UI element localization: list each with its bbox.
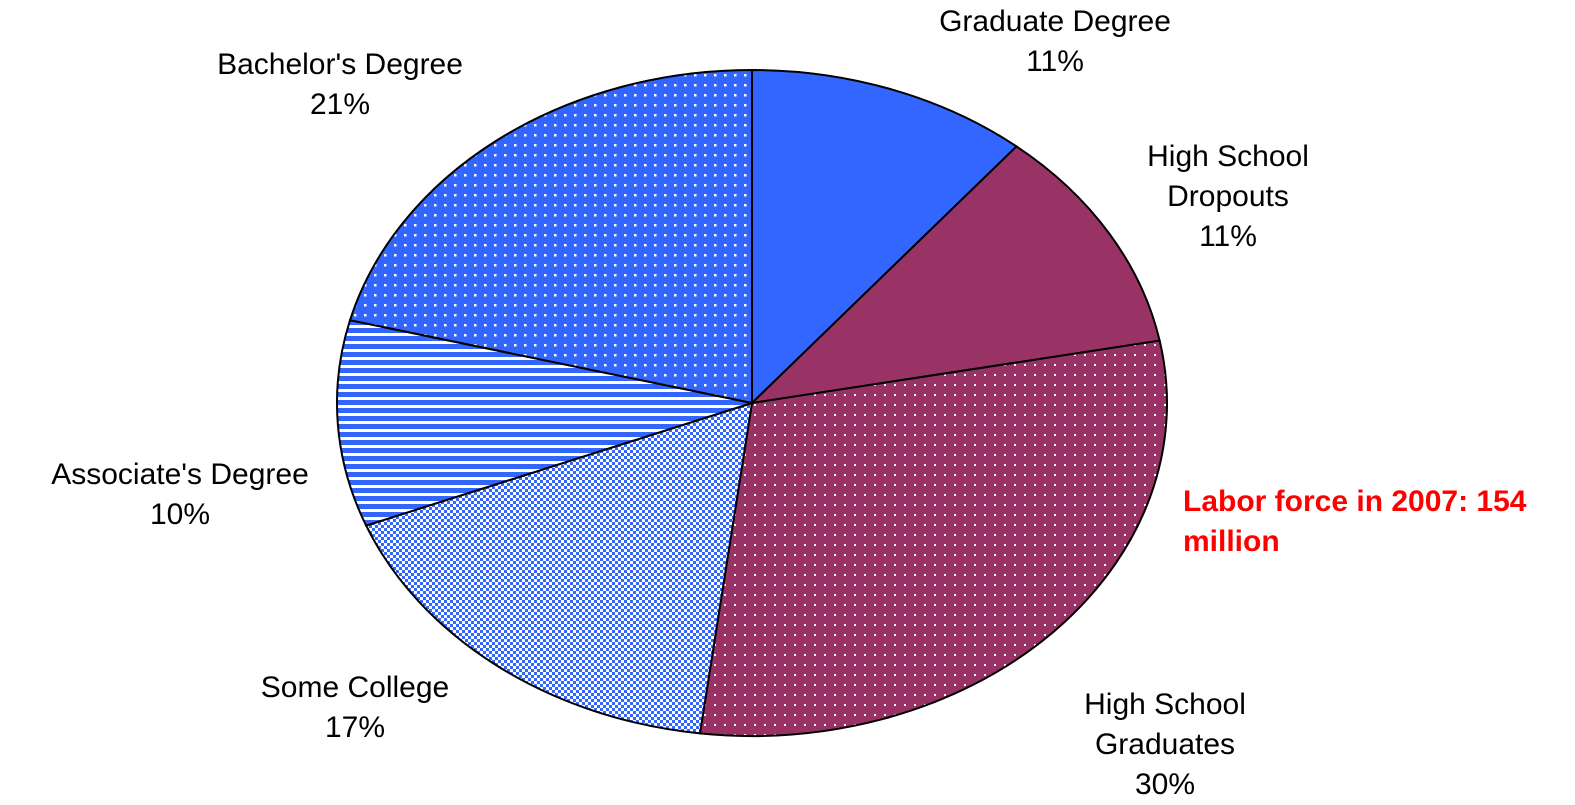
slice-name: High School Graduates <box>1084 688 1246 761</box>
pie-slice <box>364 401 754 735</box>
pie-slice <box>336 319 756 527</box>
slice-name: Associate's Degree <box>51 458 309 491</box>
slice-label: Graduate Degree 11% <box>875 2 1235 82</box>
slice-label: High School Dropouts 11% <box>1113 137 1343 257</box>
slice-value: 10% <box>149 498 211 531</box>
slice-name: Some College <box>260 671 450 704</box>
slice-value: 30% <box>1134 768 1196 801</box>
annotation: Labor force in 2007: 154 million <box>1183 485 1527 558</box>
slice-name: Graduate Degree <box>939 5 1171 38</box>
slice-label: Some College 17% <box>175 668 535 748</box>
pie-slice <box>348 68 753 405</box>
slice-label: Associate's Degree 10% <box>0 455 360 535</box>
slice-value: 11% <box>1026 45 1084 78</box>
slice-value: 11% <box>1199 220 1257 253</box>
slice-value: 17% <box>324 711 386 744</box>
slice-value: 21% <box>309 88 371 121</box>
slice-label: High School Graduates 30% <box>1050 685 1280 805</box>
slice-name: High School Dropouts <box>1147 140 1309 213</box>
pie-slice <box>749 145 1161 405</box>
pie-slice <box>751 68 1019 406</box>
pie-slice <box>698 339 1168 737</box>
slice-name: Bachelor's Degree <box>217 48 463 81</box>
slice-label: Bachelor's Degree 21% <box>160 45 520 125</box>
